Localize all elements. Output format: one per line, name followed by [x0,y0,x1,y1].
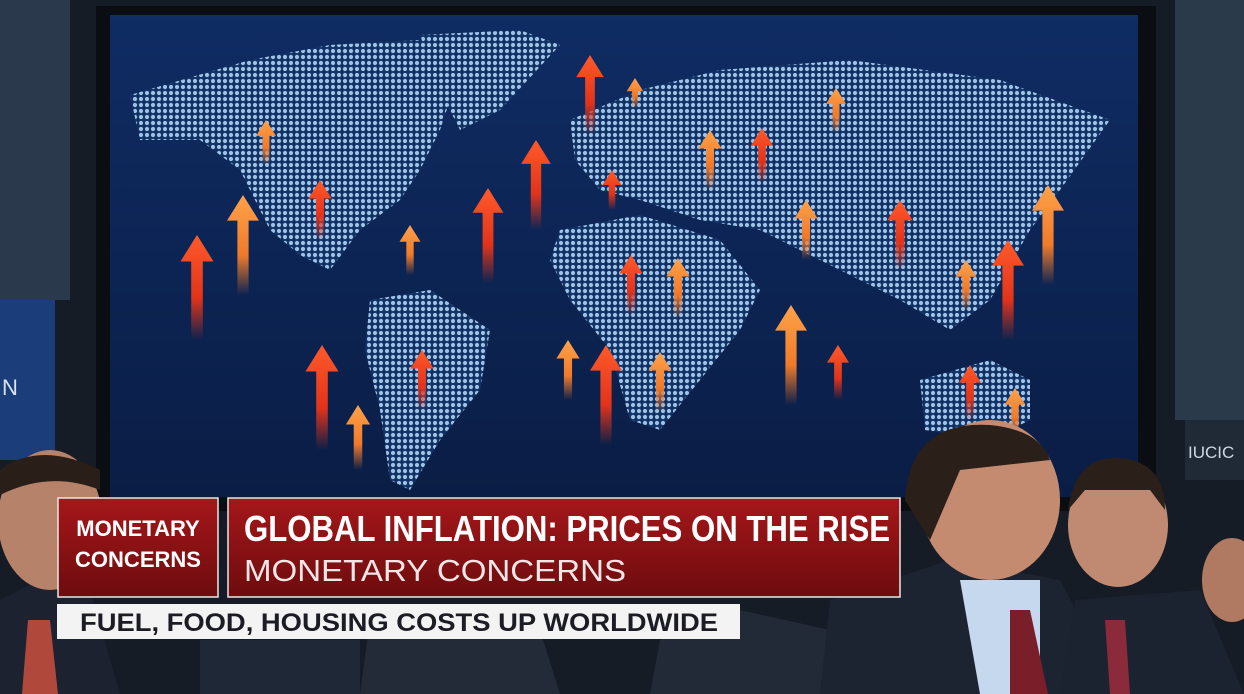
badge-line: MONETARY [76,516,200,541]
arrow [698,130,722,190]
left-sign [0,300,55,460]
eurasia [570,60,1110,330]
left-window [0,0,70,300]
arrow [576,55,604,135]
world-map [130,30,1110,490]
arrow [308,180,332,240]
arrow [826,88,846,133]
arrow [826,345,850,400]
arrow [521,140,551,230]
arrow [619,255,643,315]
arrow [602,170,622,210]
sign-text: IUCIC [1188,443,1234,462]
greenland [420,30,560,130]
right-window [1175,0,1244,420]
ticker-text: FUEL, FOOD, HOUSING COSTS UP WORLDWIDE [80,609,718,637]
north-america [130,40,460,270]
headline-subtitle: MONETARY CONCERNS [244,553,626,588]
arrow [992,240,1024,340]
arrow [410,350,434,410]
arrow [256,120,276,165]
headline-box [227,497,901,598]
arrow [305,345,339,450]
arrow [648,352,672,412]
south-america [365,290,490,490]
arrow [626,78,644,108]
arrow [1032,185,1064,285]
arrow [775,305,807,405]
arrows [180,55,1064,470]
arrow [590,345,622,445]
ticker-bar [57,604,740,639]
badge-line: CONCERNS [75,547,201,572]
arrow [472,188,504,283]
headline-title: GLOBAL INFLATION: PRICES ON THE RISE [244,508,890,549]
badge [57,497,219,598]
arrow [556,340,580,400]
arrow [750,128,774,183]
arrow [399,225,421,275]
sign-text: N [2,375,18,400]
australia [920,360,1030,440]
africa [550,215,760,430]
arrow [955,260,977,310]
arrow [958,365,982,420]
arrow [180,235,214,340]
arrow [794,200,818,260]
arrow [1004,388,1026,438]
lower-third: MONETARY CONCERNS GLOBAL INFLATION: PRIC… [57,497,901,639]
arrow [345,405,371,470]
arrow [666,258,690,318]
right-sign [1185,420,1244,480]
arrow [227,195,259,295]
arrow [887,200,913,270]
